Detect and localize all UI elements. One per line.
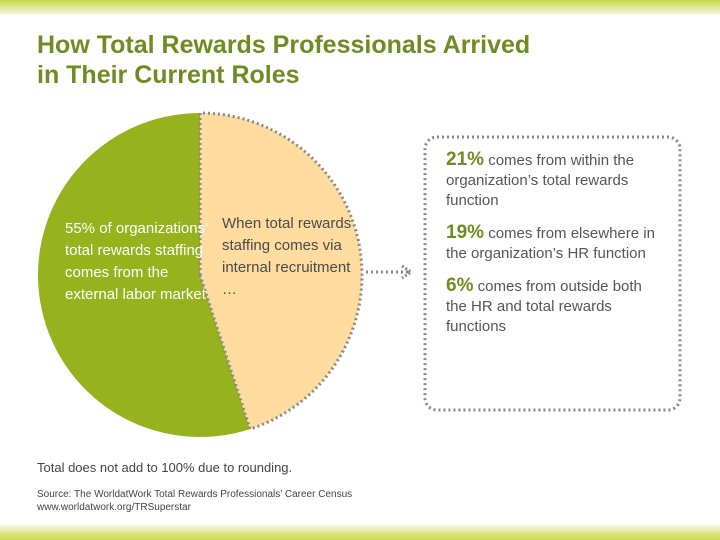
callout-item: 6% comes from outside both the HR and to… [446,276,666,337]
callout: 21% comes from within the organization’s… [446,150,666,349]
source-text: Source: The WorldatWork Total Rewards Pr… [37,489,353,500]
callout-text: comes from outside both the HR and total… [446,278,642,335]
source-url: www.worldatwork.org/TRSuperstar [37,502,191,513]
callout-percent: 6% [446,275,474,296]
chart-title: How Total Rewards Professionals Arrived … [37,31,531,89]
top-band [0,0,720,16]
callout-item: 19% comes from elsewhere in the organiza… [446,223,666,264]
callout-text: comes from within the organization’s tot… [446,152,635,209]
pie-slice [38,113,251,437]
callout-percent: 19% [446,222,485,243]
callout-box [423,135,682,412]
pie-slice [198,111,364,431]
source: Source: The WorldatWork Total Rewards Pr… [37,488,352,514]
footnote: Total does not add to 100% due to roundi… [37,460,293,475]
callout-percent: 21% [446,149,485,170]
bottom-band [0,524,720,540]
slice-label: 55% of organizations’ total rewards staf… [65,220,208,303]
callout-item: 21% comes from within the organization’s… [446,150,666,211]
slice-label: When total rewards staffing comes via in… [222,215,352,298]
callout-text: comes from elsewhere in the organization… [446,225,655,262]
